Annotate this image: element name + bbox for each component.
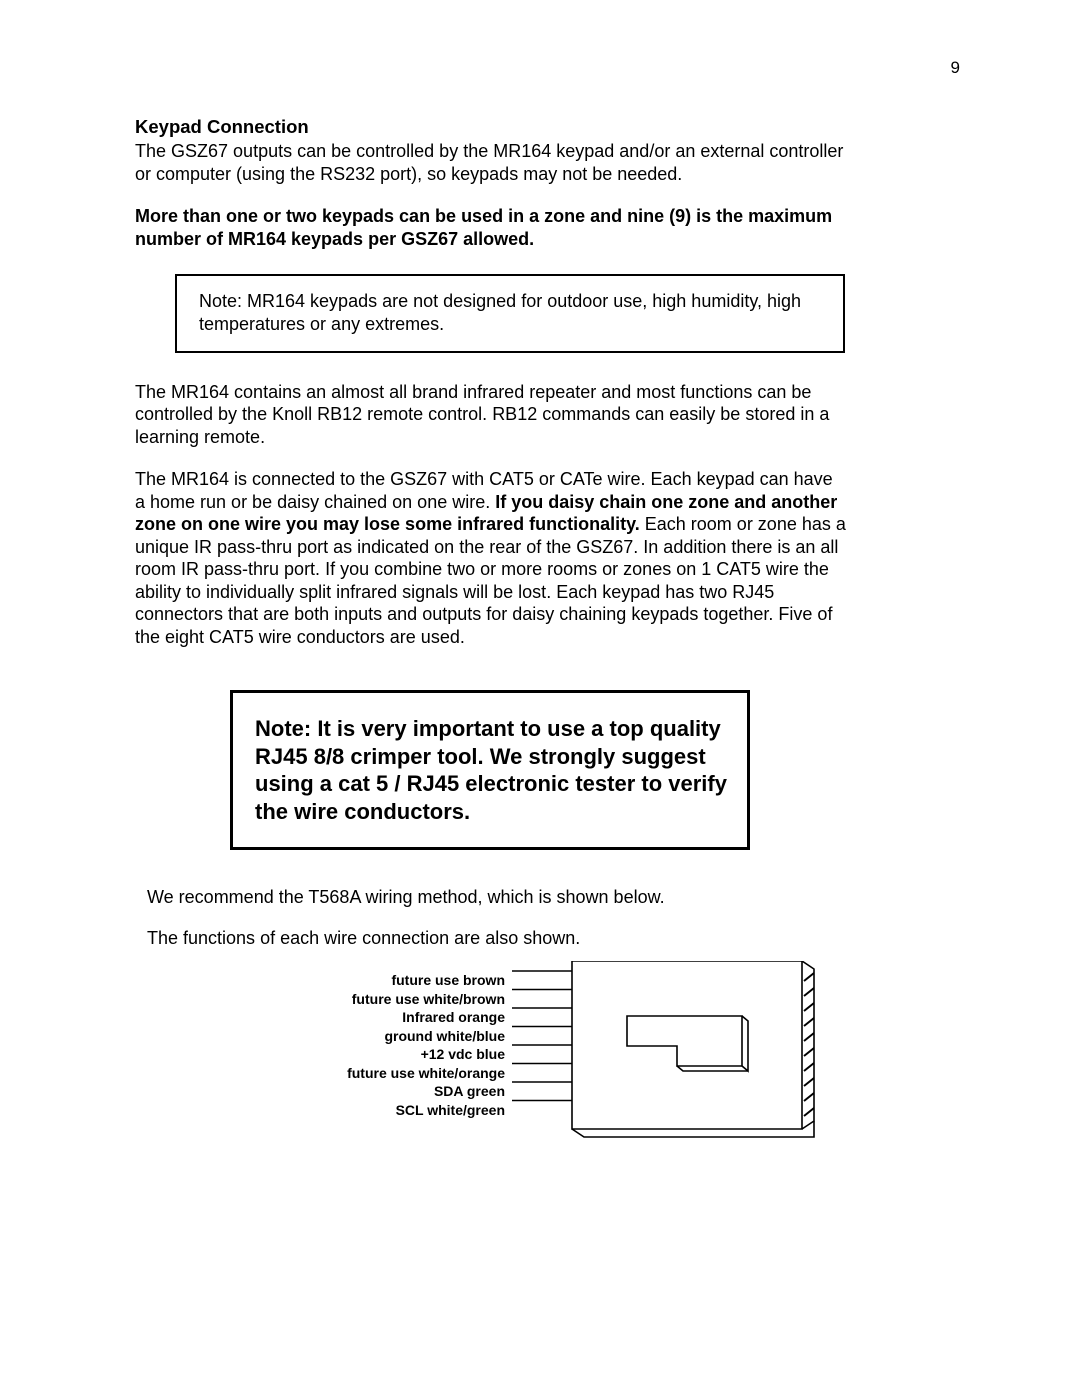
page-content: Keypad Connection The GSZ67 outputs can … <box>135 116 847 1167</box>
repeater-paragraph: The MR164 contains an almost all brand i… <box>135 381 847 449</box>
wire-label: Infrared orange <box>147 1008 505 1027</box>
wire-label: SCL white/green <box>147 1101 505 1120</box>
rj45-diagram: future use brownfuture use white/brownIn… <box>147 967 847 1167</box>
wire-label-list: future use brownfuture use white/brownIn… <box>147 971 505 1119</box>
wire-label: future use white/brown <box>147 990 505 1009</box>
wire-label: +12 vdc blue <box>147 1045 505 1064</box>
outdoor-warning-box: Note: MR164 keypads are not designed for… <box>175 274 845 353</box>
wiring-paragraph: The MR164 is connected to the GSZ67 with… <box>135 468 847 648</box>
wire-label: ground white/blue <box>147 1027 505 1046</box>
t568a-paragraph: We recommend the T568A wiring method, wh… <box>147 886 847 909</box>
max-keypads-note: More than one or two keypads can be used… <box>135 205 847 250</box>
rj45-connector-icon <box>512 961 852 1161</box>
page-number: 9 <box>951 58 960 78</box>
wire-label: future use white/orange <box>147 1064 505 1083</box>
section-heading: Keypad Connection <box>135 116 847 138</box>
functions-paragraph: The functions of each wire connection ar… <box>147 927 847 950</box>
intro-paragraph: The GSZ67 outputs can be controlled by t… <box>135 140 847 185</box>
wire-label: SDA green <box>147 1082 505 1101</box>
wire-label: future use brown <box>147 971 505 990</box>
crimper-note-box: Note: It is very important to use a top … <box>230 690 750 850</box>
